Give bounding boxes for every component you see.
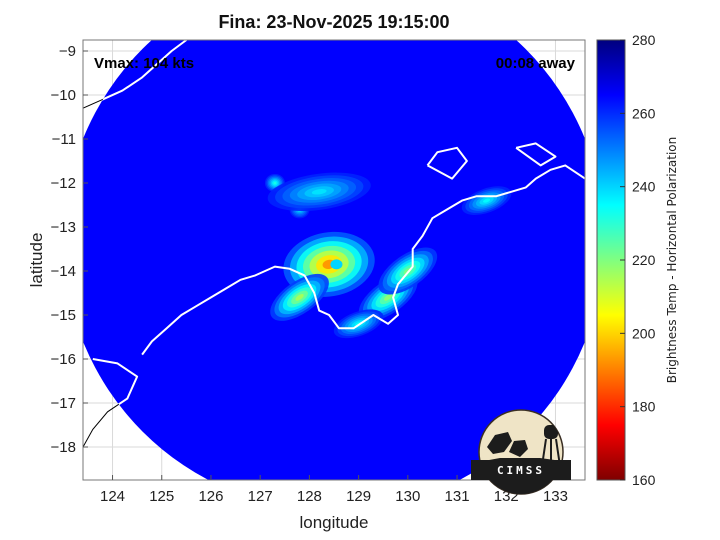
water-tower-icon <box>544 425 558 439</box>
colorbar-label: Brightness Temp - Horizontal Polarizatio… <box>665 137 679 384</box>
y-tick-label: −9 <box>59 43 76 60</box>
satellite-dish-icon <box>487 432 512 454</box>
y-tick-label: −14 <box>51 263 76 280</box>
y-tick-label: −16 <box>51 351 76 368</box>
y-tick-label: −17 <box>51 395 76 412</box>
colorbar-tick-label: 180 <box>632 399 656 415</box>
coastline-path <box>515 142 557 167</box>
coastline-path <box>426 146 468 180</box>
vmax-annotation: Vmax: 104 kts <box>94 55 194 72</box>
y-tick-label: −18 <box>51 439 76 456</box>
satellite-dish-icon-2 <box>509 440 528 457</box>
x-tick-label: 126 <box>198 488 223 505</box>
x-tick-label: 127 <box>248 488 273 505</box>
colorbar-tick-label: 280 <box>632 32 656 48</box>
x-tick-label: 133 <box>543 488 568 505</box>
colorbar-tick-label: 240 <box>632 179 656 195</box>
x-tick-label: 124 <box>100 488 125 505</box>
x-axis-label: longitude <box>299 513 368 532</box>
coast_land-mark <box>483 198 491 203</box>
plot-frame <box>82 39 586 481</box>
spot-mark <box>273 181 277 185</box>
coastline-path <box>141 164 585 356</box>
colorbar-tick-label: 220 <box>632 252 656 268</box>
logo-text: CIMSS <box>497 464 545 477</box>
time-away-annotation: 00:08 away <box>496 55 576 72</box>
y-tick-label: −15 <box>51 307 76 324</box>
y-tick-label: −12 <box>51 175 76 192</box>
logo-banner <box>471 460 571 480</box>
eye-mark <box>330 259 343 270</box>
colorbar-ticks: 280 260 240 220 200 180 160 <box>620 32 656 488</box>
x-axis-ticks: 124 125 126 127 128 129 130 131 132 133 <box>100 475 568 505</box>
y-axis-ticks: −9 −10 −11 −12 −13 −14 −15 −16 −17 −18 <box>51 43 88 456</box>
brightness-temp-swath <box>83 40 585 480</box>
chart-title: Fina: 23-Nov-2025 19:15:00 <box>218 12 449 32</box>
cimss-logo: CIMSS <box>471 409 571 495</box>
band-mark <box>311 189 327 195</box>
convective-features <box>264 172 512 339</box>
x-tick-label: 131 <box>445 488 470 505</box>
rainband-mark <box>295 294 304 301</box>
x-tick-label: 129 <box>346 488 371 505</box>
y-tick-label: −10 <box>51 87 76 104</box>
y-axis-label: latitude <box>27 233 46 288</box>
colorbar-tick-label: 200 <box>632 325 656 341</box>
colorbar-tick-label: 260 <box>632 105 656 121</box>
rainband-mark <box>383 294 393 301</box>
y-tick-label: −11 <box>52 131 76 148</box>
x-tick-label: 130 <box>395 488 420 505</box>
x-tick-label: 128 <box>297 488 322 505</box>
colorbar-tick-label: 160 <box>632 472 656 488</box>
y-tick-label: −13 <box>51 219 76 236</box>
x-tick-label: 125 <box>149 488 174 505</box>
